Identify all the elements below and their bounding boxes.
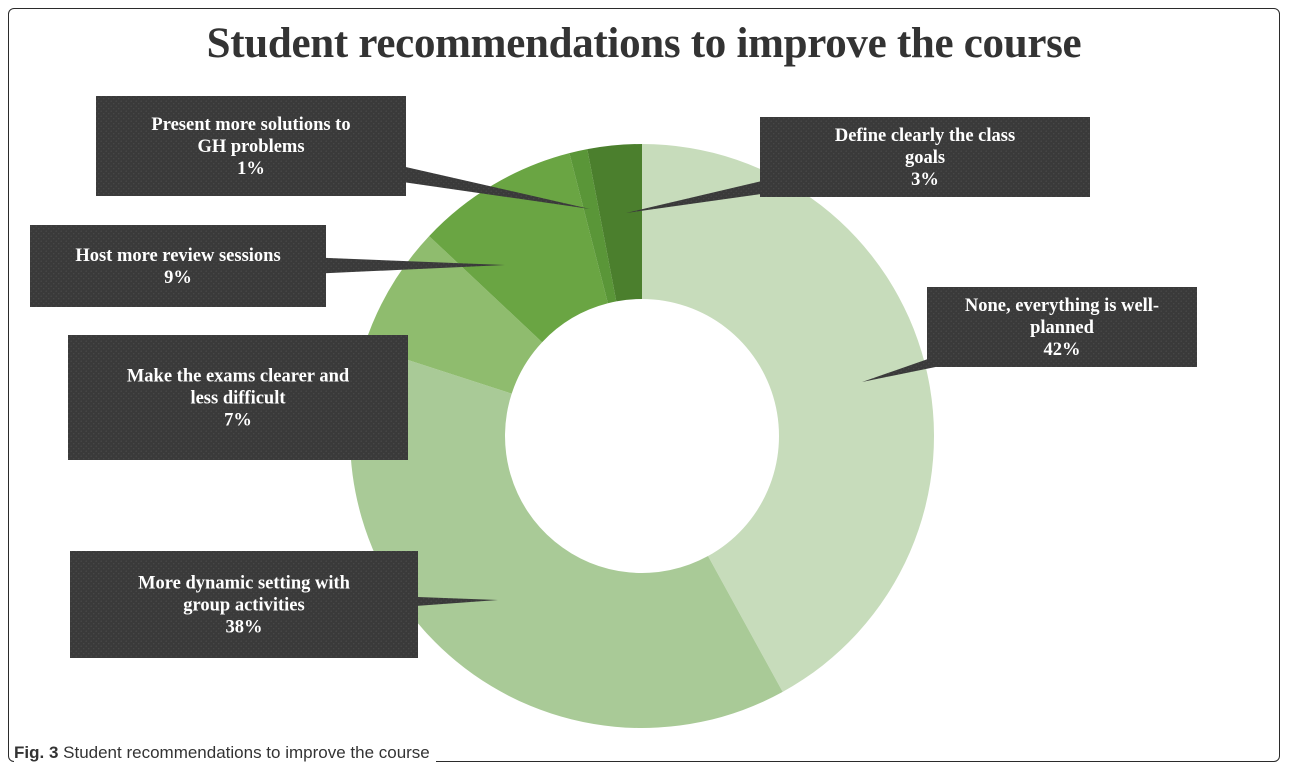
callout-value-label: 1% [237,159,265,179]
callout-label-line: group activities [183,596,304,616]
figure-caption: Fig. 3 Student recommendations to improv… [14,743,436,763]
callout-value-label: 9% [164,268,192,288]
caption-prefix: Fig. 3 [14,743,59,762]
callout-label-line: Host more review sessions [75,246,280,266]
callout-box [70,551,418,658]
callout-box [760,117,1090,197]
callout-label-line: planned [1030,318,1094,338]
callout-value-label: 7% [224,411,252,431]
slice-host-more-review-sessions [429,153,608,343]
callout-box [30,225,326,307]
callout-label-line: goals [905,148,945,168]
callout-label-line: Make the exams clearer and [127,367,350,387]
callout-label-line: Define clearly the class [835,126,1015,146]
caption-text: Student recommendations to improve the c… [58,743,430,762]
slice-define-clearly-the-class-goals [587,144,642,302]
callout-value-label: 38% [226,618,263,638]
callout-box [68,335,408,460]
callout-label-line: GH problems [197,137,304,157]
callout-label-line: More dynamic setting with [138,574,351,594]
callout-box [927,287,1197,367]
donut-slices [350,144,934,728]
callout-label-line: Present more solutions to [151,115,350,135]
slice-make-the-exams-clearer-and-less-difficult [364,236,543,394]
callout-label-line: less difficult [190,389,286,409]
chart-title: Student recommendations to improve the c… [206,20,1082,67]
callout-value-label: 3% [911,170,939,190]
slice-more-dynamic-setting-with-group-activities [350,345,783,728]
figure-frame: Student recommendations to improve the c… [8,8,1280,762]
slice-present-more-solutions-to-gh-problems [569,149,617,304]
callout-box [96,96,406,196]
callout-value-label: 42% [1044,340,1081,360]
callout-label-line: None, everything is well- [965,296,1159,316]
slice-none-everything-is-well-planned [642,144,934,692]
